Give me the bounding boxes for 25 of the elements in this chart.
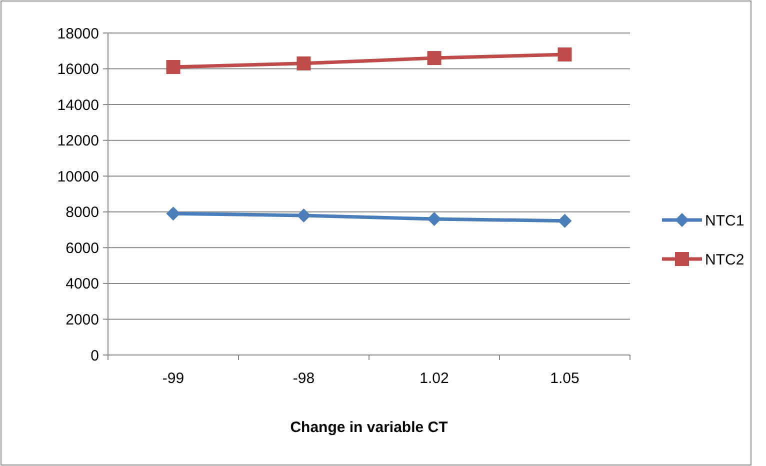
point xyxy=(558,47,572,62)
point xyxy=(296,56,311,70)
point xyxy=(296,208,311,222)
legend-label: NTC2 xyxy=(705,251,744,268)
point xyxy=(558,214,572,228)
y-tick-label: 18000 xyxy=(57,25,99,42)
y-tick-label: 12000 xyxy=(57,132,99,150)
point xyxy=(166,60,180,74)
point xyxy=(427,212,442,226)
y-tick-label: 2000 xyxy=(66,311,99,328)
x-tick-label: 1.05 xyxy=(550,370,580,387)
x-tick-label: 1.02 xyxy=(420,370,449,387)
y-tick-label: 4000 xyxy=(66,276,99,293)
y-tick-label: 16000 xyxy=(57,61,99,78)
y-tick-label: 0 xyxy=(90,347,99,364)
x-tick-label: -98 xyxy=(292,370,315,387)
y-tick-label: 10000 xyxy=(57,168,99,186)
legend-label: NTC1 xyxy=(705,212,744,230)
y-tick-label: 6000 xyxy=(66,240,99,257)
x-tick-label: -99 xyxy=(162,370,184,387)
point xyxy=(166,206,180,221)
y-tick-label: 8000 xyxy=(66,204,99,222)
point xyxy=(427,51,442,66)
x-axis-title: Change in variable CT xyxy=(290,419,448,436)
y-tick-label: 14000 xyxy=(57,96,99,114)
